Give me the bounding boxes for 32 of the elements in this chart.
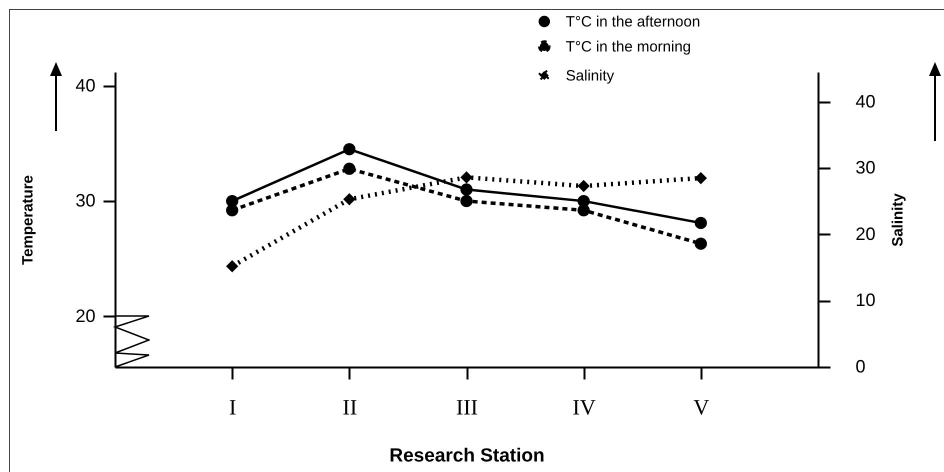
point bbox=[578, 180, 590, 192]
legend-label: T°C in the afternoon bbox=[566, 14, 700, 30]
point bbox=[343, 162, 356, 175]
x-axis-title: Research Station bbox=[389, 446, 545, 466]
y2-tick-label: 30 bbox=[856, 158, 876, 178]
y-tick-label: 20 bbox=[75, 306, 96, 326]
point bbox=[694, 238, 707, 250]
y-tick-label: 30 bbox=[75, 190, 96, 211]
point bbox=[460, 171, 473, 184]
legend-label: T°C in the morning bbox=[566, 38, 692, 56]
y2-tick-label: 40 bbox=[856, 91, 876, 112]
x-tick-label: IV bbox=[572, 394, 596, 420]
point bbox=[460, 183, 473, 196]
y-axis-title: Temperature bbox=[19, 175, 36, 265]
legend-label: Salinity bbox=[566, 68, 615, 84]
x-tick-label: I bbox=[229, 394, 236, 420]
point bbox=[343, 143, 356, 156]
y-tick-label: 40 bbox=[75, 75, 96, 96]
point bbox=[694, 216, 707, 230]
point bbox=[460, 194, 473, 208]
point bbox=[343, 193, 356, 206]
y2-tick-label: 20 bbox=[856, 224, 876, 244]
x-tick-label: V bbox=[693, 394, 710, 420]
y2-tick-label: 0 bbox=[856, 356, 866, 376]
x-tick-label: II bbox=[342, 394, 358, 420]
point bbox=[226, 204, 238, 216]
point bbox=[694, 172, 707, 184]
x-tick-label: III bbox=[456, 394, 478, 420]
y2-axis-title: Salinity bbox=[890, 192, 907, 247]
y2-tick-label: 10 bbox=[856, 290, 876, 310]
point bbox=[226, 260, 238, 272]
point bbox=[578, 204, 590, 216]
